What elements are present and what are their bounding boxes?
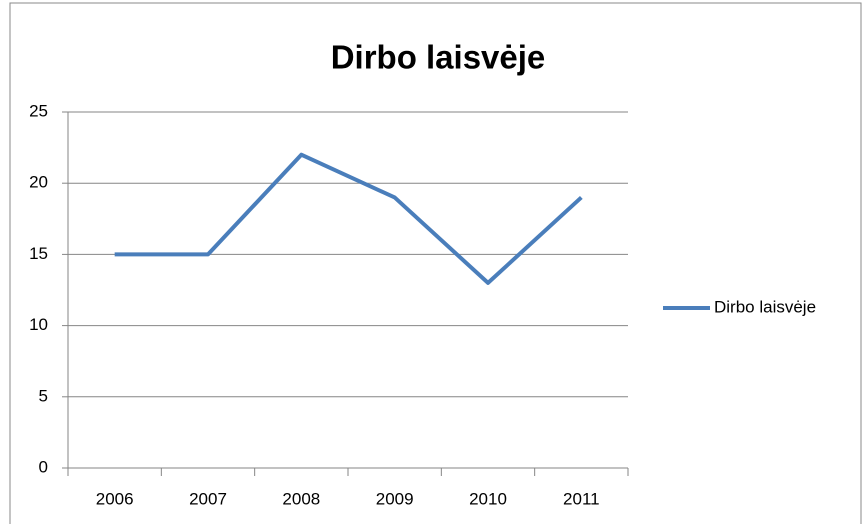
line-series xyxy=(114,152,583,285)
x-tick-label: 2006 xyxy=(96,489,134,508)
x-tick-label: 2009 xyxy=(376,489,414,508)
y-tick-label: 25 xyxy=(29,101,48,120)
x-tick-label: 2010 xyxy=(469,489,507,508)
y-tick-label: 10 xyxy=(29,315,48,334)
y-tick-label: 20 xyxy=(29,173,48,192)
x-tick-label: 2011 xyxy=(563,489,600,508)
legend-label: Dirbo laisvėje xyxy=(714,297,816,316)
y-tick-label: 15 xyxy=(29,244,48,263)
x-tick-label: 2007 xyxy=(189,489,227,508)
y-tick-label: 5 xyxy=(39,386,48,405)
x-tick-label: 2008 xyxy=(282,489,320,508)
chart-border xyxy=(9,2,862,524)
chart-title: Dirbo laisvėje xyxy=(331,39,546,76)
y-tick-label: 0 xyxy=(39,457,48,476)
